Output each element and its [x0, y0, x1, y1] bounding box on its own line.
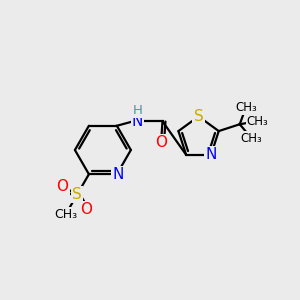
Text: S: S	[72, 187, 82, 202]
Text: N: N	[132, 114, 143, 129]
Text: O: O	[155, 135, 167, 150]
Text: O: O	[56, 178, 68, 194]
Text: N: N	[113, 167, 124, 182]
Text: H: H	[133, 104, 142, 117]
Text: CH₃: CH₃	[247, 115, 268, 128]
Text: CH₃: CH₃	[235, 100, 257, 114]
Text: CH₃: CH₃	[54, 208, 77, 221]
Text: N: N	[206, 147, 217, 162]
Text: O: O	[80, 202, 92, 217]
Text: CH₃: CH₃	[241, 132, 262, 145]
Text: S: S	[194, 109, 203, 124]
